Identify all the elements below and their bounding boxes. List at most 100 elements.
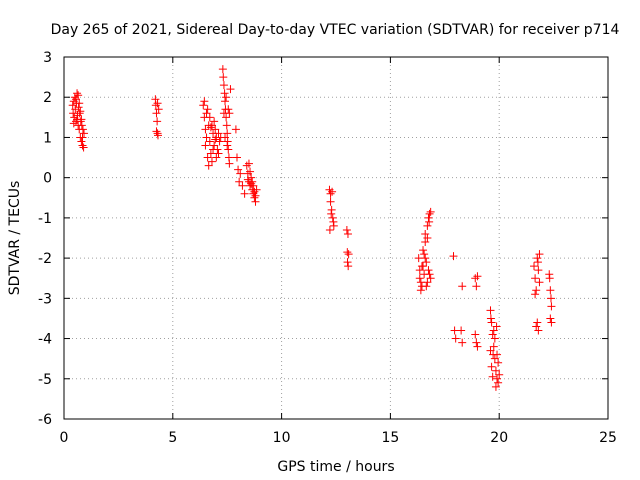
data-point: [490, 334, 499, 343]
x-tick-label: 15: [381, 430, 399, 446]
data-point: [423, 234, 432, 242]
data-point: [222, 113, 231, 122]
data-point: [70, 93, 79, 102]
data-point: [74, 103, 83, 112]
data-point: [78, 125, 87, 134]
data-point: [534, 326, 543, 335]
data-point: [423, 221, 432, 230]
data-point: [473, 272, 482, 281]
data-point: [421, 238, 430, 247]
y-tick-label: -2: [38, 251, 52, 267]
data-point: [212, 153, 221, 162]
data-point: [451, 334, 460, 343]
data-point: [545, 274, 554, 283]
data-point: [342, 225, 351, 234]
data-point: [415, 274, 424, 283]
data-point: [210, 117, 219, 126]
data-point: [327, 209, 336, 218]
data-point: [203, 105, 212, 114]
data-point: [472, 338, 481, 347]
data-point: [533, 254, 542, 263]
data-point: [416, 286, 425, 295]
data-point: [221, 133, 230, 142]
data-point: [415, 266, 424, 275]
data-point: [488, 330, 497, 339]
y-tick-label: -6: [38, 412, 52, 428]
data-point: [492, 322, 501, 331]
data-point: [243, 175, 252, 184]
data-point: [488, 372, 497, 381]
data-point: [493, 374, 502, 383]
data-point: [219, 73, 228, 82]
y-tick-label: 0: [43, 171, 52, 187]
data-point: [219, 81, 228, 90]
data-point: [344, 262, 353, 271]
data-point: [326, 197, 335, 206]
data-point: [491, 366, 500, 375]
data-point: [546, 286, 555, 295]
data-point: [424, 266, 433, 275]
data-point: [472, 282, 481, 291]
data-point: [153, 99, 162, 108]
data-point: [200, 97, 209, 106]
data-point: [530, 262, 539, 271]
data-point: [73, 89, 82, 98]
data-point: [151, 101, 160, 110]
y-tick-label: 2: [43, 90, 52, 106]
data-point: [80, 129, 89, 138]
data-point: [238, 181, 247, 190]
data-point: [75, 109, 84, 118]
data-point: [422, 258, 431, 267]
data-point: [71, 95, 80, 104]
data-point: [457, 326, 466, 335]
data-point: [449, 252, 458, 261]
data-point: [209, 145, 218, 154]
data-point: [546, 294, 555, 303]
data-point: [489, 326, 498, 335]
data-point: [471, 274, 480, 283]
data-point: [210, 141, 219, 150]
data-point: [494, 378, 503, 387]
data-point: [532, 286, 541, 295]
data-point: [246, 167, 255, 176]
data-point: [69, 119, 78, 128]
data-point: [206, 149, 215, 158]
plot-frame: [63, 56, 609, 420]
data-point: [76, 117, 85, 126]
data-point: [226, 85, 235, 94]
data-point: [240, 189, 249, 198]
data-point: [420, 250, 429, 259]
data-point: [343, 248, 352, 257]
data-point: [533, 258, 542, 267]
data-point: [473, 342, 482, 351]
data-point: [207, 121, 216, 130]
data-point: [547, 302, 556, 311]
x-tick-label: 25: [599, 430, 617, 446]
data-point: [491, 382, 500, 391]
data-point: [547, 318, 556, 327]
data-point: [495, 370, 504, 379]
data-point: [68, 101, 77, 110]
data-point: [425, 270, 434, 279]
data-point: [78, 141, 87, 150]
data-point: [222, 93, 231, 102]
data-point: [487, 318, 496, 327]
data-point: [421, 229, 430, 238]
data-point: [329, 217, 338, 226]
data-point: [71, 105, 80, 114]
x-axis-title: GPS time / hours: [277, 459, 394, 475]
data-point: [425, 217, 434, 226]
x-tick-label: 0: [60, 430, 69, 446]
data-point: [207, 157, 216, 166]
data-point: [250, 187, 259, 196]
data-point: [76, 107, 85, 116]
data-point: [426, 207, 435, 216]
data-point: [328, 187, 337, 196]
data-point: [220, 89, 229, 98]
data-point: [79, 143, 88, 152]
data-point: [75, 99, 84, 108]
data-point: [224, 145, 233, 154]
data-point: [201, 141, 210, 150]
data-points: [68, 65, 556, 391]
data-point: [343, 258, 352, 267]
